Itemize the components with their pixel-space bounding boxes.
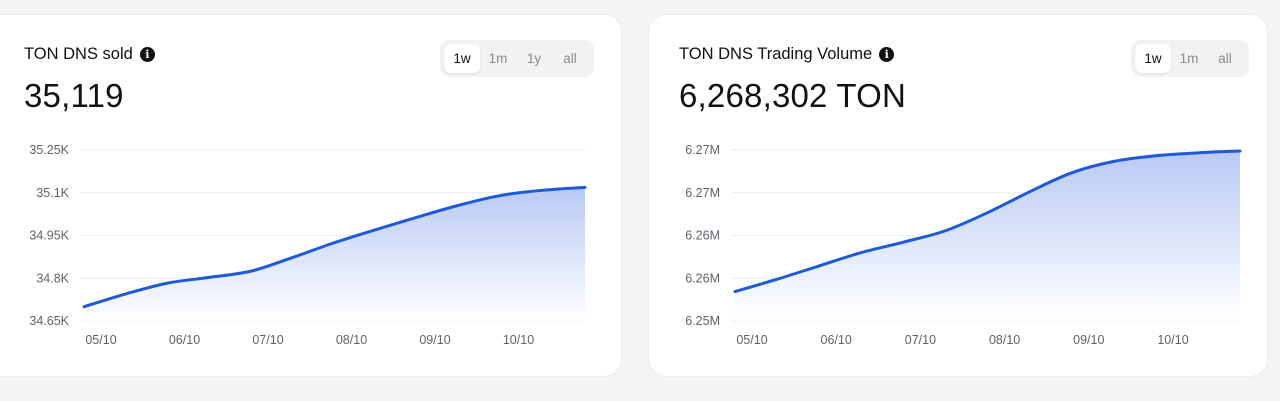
series-line[interactable] [733, 149, 1242, 294]
y-tick-label: 34.65K [29, 314, 69, 328]
x-tick-label: 10/10 [503, 333, 534, 347]
card-title-text: TON DNS Trading Volume [679, 45, 873, 63]
x-tick-label: 09/10 [1073, 333, 1104, 347]
tab-all[interactable]: all [563, 51, 577, 66]
y-tick-label: 34.8K [36, 271, 69, 285]
tab-1w[interactable]: 1w [444, 44, 480, 73]
card-title-trading-volume: TON DNS Trading Volume i [679, 45, 895, 64]
trading-volume-value: 6,268,302 TON [679, 77, 907, 114]
series-area [84, 187, 585, 321]
info-icon[interactable]: i [139, 47, 155, 62]
tab-1m[interactable]: 1m [488, 51, 508, 66]
x-tick-label: 09/10 [419, 333, 450, 347]
dns-sold-chart: 34.65K 34.8K 34.95K 35.1K 35.25K 05/10 06/10 07… [29, 143, 587, 347]
ton-dns-trading-volume-card: TON DNS Trading Volume i 6,268,302 TON 1… [648, 14, 1268, 377]
y-tick-label: 35.25K [29, 143, 69, 157]
x-tick-label: 07/10 [905, 333, 936, 347]
trading-volume-chart: 6.25M 6.26M 6.26M 6.27M 6.27M 05/10 06/10 07/10… [685, 143, 1242, 347]
x-tick-label: 07/10 [252, 333, 283, 347]
ton-dns-sold-card: TON DNS sold i 35,119 1w 1m 1y all 34.65… [0, 14, 622, 377]
x-tick-label: 08/10 [989, 333, 1020, 347]
series-line[interactable] [82, 185, 587, 309]
y-tick-label: 34.95K [29, 229, 69, 243]
x-tick-label: 06/10 [821, 333, 852, 347]
x-tick-label: 08/10 [336, 333, 367, 347]
y-tick-label: 6.27M [685, 143, 720, 157]
tab-all[interactable]: all [1218, 51, 1232, 66]
info-icon[interactable]: i [879, 47, 895, 62]
dns-sold-value: 35,119 [24, 77, 124, 114]
card-title-dns-sold: TON DNS sold i [24, 45, 155, 64]
card-title-text: TON DNS sold [24, 45, 133, 63]
y-tick-label: 35.1K [36, 186, 69, 200]
range-tabs-dns-sold: 1w 1m 1y all [440, 40, 594, 77]
y-tick-label: 6.25M [685, 314, 720, 328]
x-tick-label: 05/10 [85, 333, 116, 347]
y-tick-label: 6.26M [685, 229, 720, 243]
x-tick-label: 06/10 [169, 333, 200, 347]
y-tick-label: 6.27M [685, 186, 720, 200]
x-tick-label: 10/10 [1157, 333, 1188, 347]
range-tabs-trading-volume: 1w 1m all [1131, 40, 1249, 77]
tab-1w[interactable]: 1w [1135, 44, 1171, 73]
y-tick-label: 6.26M [685, 271, 720, 285]
x-tick-label: 05/10 [736, 333, 767, 347]
tab-1m[interactable]: 1m [1179, 51, 1199, 66]
tab-1y[interactable]: 1y [526, 51, 542, 66]
series-area [735, 150, 1240, 321]
